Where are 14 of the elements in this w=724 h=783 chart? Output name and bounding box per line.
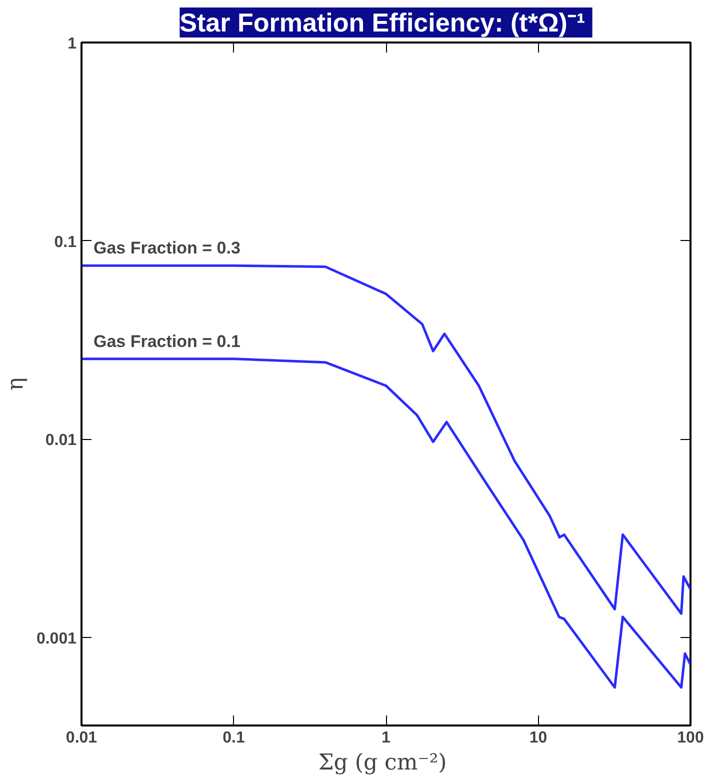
y-tick-label: 0.001 bbox=[36, 630, 77, 648]
x-tick-label: 100 bbox=[677, 730, 704, 746]
y-axis-title: η bbox=[3, 377, 28, 391]
x-tick-label: 0.1 bbox=[222, 730, 245, 746]
x-tick-label: 1 bbox=[382, 730, 391, 746]
y-tick-label: 0.1 bbox=[54, 234, 77, 251]
x-tick-label: 0.01 bbox=[66, 730, 98, 746]
x-tick-label: 10 bbox=[529, 730, 548, 746]
y-tick-label: 1 bbox=[68, 36, 77, 52]
series-label: Gas Fraction = 0.3 bbox=[94, 238, 240, 258]
y-tick-label: 0.01 bbox=[45, 432, 77, 450]
series-label: Gas Fraction = 0.1 bbox=[94, 332, 240, 351]
x-axis-title: Σg (g cm⁻²) bbox=[318, 750, 447, 776]
chart-title: Star Formation Efficiency: (t*Ω)⁻¹ bbox=[180, 8, 586, 38]
